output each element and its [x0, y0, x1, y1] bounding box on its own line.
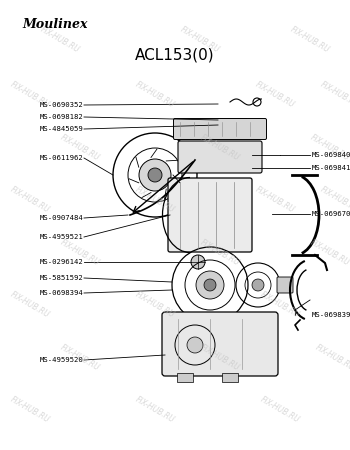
Text: FIX-HUB.RU: FIX-HUB.RU [39, 25, 81, 55]
Text: MS-4959521: MS-4959521 [39, 234, 83, 240]
Text: MS-0698182: MS-0698182 [39, 114, 83, 120]
FancyBboxPatch shape [174, 118, 266, 140]
Text: FIX-HUB.RU: FIX-HUB.RU [9, 80, 51, 110]
Text: FIX-HUB.RU: FIX-HUB.RU [314, 343, 350, 373]
Text: FIX-HUB.RU: FIX-HUB.RU [254, 185, 296, 215]
Circle shape [187, 337, 203, 353]
Text: FIX-HUB.RU: FIX-HUB.RU [134, 185, 176, 215]
Text: FIX-HUB.RU: FIX-HUB.RU [199, 133, 241, 163]
Text: FIX-HUB.RU: FIX-HUB.RU [199, 343, 241, 373]
Text: FIX-HUB.RU: FIX-HUB.RU [289, 25, 331, 55]
Text: FIX-HUB.RU: FIX-HUB.RU [319, 185, 350, 215]
FancyBboxPatch shape [162, 312, 278, 376]
Text: MS-4959520: MS-4959520 [39, 357, 83, 363]
Text: FIX-HUB.RU: FIX-HUB.RU [134, 290, 176, 320]
Text: FIX-HUB.RU: FIX-HUB.RU [309, 238, 350, 268]
FancyBboxPatch shape [277, 277, 293, 293]
Text: FIX-HUB.RU: FIX-HUB.RU [319, 80, 350, 110]
Text: MS-0611962: MS-0611962 [39, 155, 83, 161]
Text: MS-5851592: MS-5851592 [39, 275, 83, 281]
Text: MS-0296142: MS-0296142 [39, 259, 83, 265]
Bar [218, 118, 246, 123]
Circle shape [191, 255, 205, 269]
Circle shape [196, 271, 224, 299]
Text: MS-0698409: MS-0698409 [312, 152, 350, 158]
Circle shape [252, 279, 264, 291]
Text: FIX-HUB.RU: FIX-HUB.RU [134, 80, 176, 110]
Text: MS-0696705: MS-0696705 [312, 211, 350, 217]
Bar [177, 373, 193, 382]
Circle shape [204, 279, 216, 291]
Text: FIX-HUB.RU: FIX-HUB.RU [134, 395, 176, 425]
Text: MS-0698394: MS-0698394 [39, 290, 83, 296]
Text: FIX-HUB.RU: FIX-HUB.RU [259, 290, 301, 320]
Text: FIX-HUB.RU: FIX-HUB.RU [9, 290, 51, 320]
Text: FIX-HUB.RU: FIX-HUB.RU [254, 80, 296, 110]
Text: MS-0698393: MS-0698393 [312, 312, 350, 318]
FancyBboxPatch shape [178, 141, 262, 173]
Bar [222, 373, 238, 382]
Text: Moulinex: Moulinex [22, 18, 88, 31]
Circle shape [148, 168, 162, 182]
Text: MS-0698411: MS-0698411 [312, 165, 350, 171]
Text: FIX-HUB.RU: FIX-HUB.RU [259, 395, 301, 425]
Text: FIX-HUB.RU: FIX-HUB.RU [59, 343, 101, 373]
Text: FIX-HUB.RU: FIX-HUB.RU [199, 238, 241, 268]
Text: FIX-HUB.RU: FIX-HUB.RU [59, 133, 101, 163]
Text: MS-0907484: MS-0907484 [39, 215, 83, 221]
Text: FIX-HUB.RU: FIX-HUB.RU [309, 133, 350, 163]
FancyBboxPatch shape [168, 178, 252, 252]
Circle shape [139, 159, 171, 191]
Text: MS-4845059: MS-4845059 [39, 126, 83, 132]
Text: FIX-HUB.RU: FIX-HUB.RU [59, 238, 101, 268]
Text: FIX-HUB.RU: FIX-HUB.RU [9, 185, 51, 215]
Text: ACL153(0): ACL153(0) [135, 48, 215, 63]
Text: FIX-HUB.RU: FIX-HUB.RU [9, 395, 51, 425]
Text: MS-0690352: MS-0690352 [39, 102, 83, 108]
Text: FIX-HUB.RU: FIX-HUB.RU [179, 25, 221, 55]
